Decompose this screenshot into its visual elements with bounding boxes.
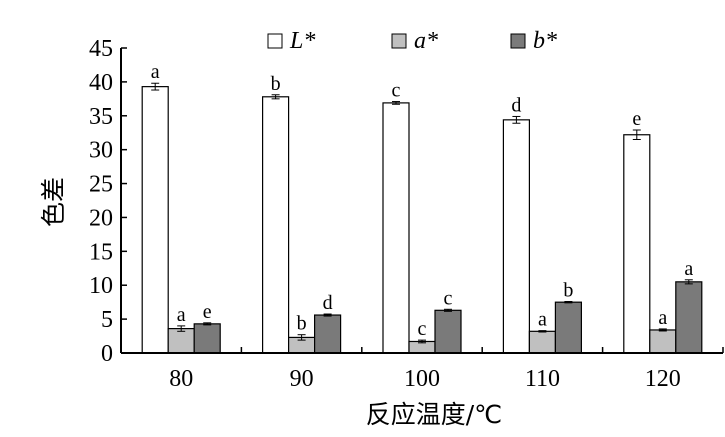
legend-swatch xyxy=(391,33,407,49)
x-tick-label: 110 xyxy=(525,366,560,392)
bar xyxy=(554,301,583,354)
legend-label: a* xyxy=(414,28,438,54)
y-axis-title: 色差 xyxy=(39,177,68,227)
bar xyxy=(649,329,677,354)
bar xyxy=(434,309,462,354)
bar xyxy=(167,328,195,354)
x-tick-label: 120 xyxy=(645,366,681,392)
bar xyxy=(528,330,557,354)
significance-label: b xyxy=(563,279,573,301)
bars-group xyxy=(141,86,703,354)
x-tick-label: 90 xyxy=(290,366,314,392)
y-tick-label: 40 xyxy=(89,70,113,96)
legend-swatch xyxy=(267,33,283,49)
significance-label: e xyxy=(632,108,641,130)
significance-label: a xyxy=(177,304,186,326)
y-tick-label: 0 xyxy=(101,341,113,367)
significance-label: b xyxy=(297,313,307,335)
legend-swatch xyxy=(510,33,526,49)
y-tick-label: 5 xyxy=(101,307,113,333)
legend-label: L* xyxy=(289,28,315,54)
y-tick-label: 15 xyxy=(89,239,113,265)
bar xyxy=(382,102,410,354)
y-tick-label: 30 xyxy=(89,138,113,164)
y-tick-label: 20 xyxy=(89,205,113,231)
bar xyxy=(193,323,221,354)
legend-label: b* xyxy=(533,28,557,54)
bar xyxy=(623,134,651,354)
significance-label: a xyxy=(684,258,693,280)
bar xyxy=(141,86,169,354)
y-tick-label: 10 xyxy=(89,273,113,299)
significance-label: d xyxy=(511,94,521,116)
y-tick-label: 25 xyxy=(89,172,113,198)
significance-label: b xyxy=(271,73,281,95)
x-axis-title: 反应温度/℃ xyxy=(366,400,503,429)
significance-label: d xyxy=(323,292,333,314)
significance-label: a xyxy=(151,61,160,83)
bar xyxy=(314,314,342,354)
bar xyxy=(675,281,703,354)
significance-label: e xyxy=(203,301,212,323)
axes-group: 0 5 10 15 20 25 30 35 40 45 80 90 100 110 120 xyxy=(89,36,724,392)
bar xyxy=(502,119,530,354)
x-tick-label: 100 xyxy=(404,366,440,392)
y-tick-label: 45 xyxy=(89,36,113,62)
significance-label: a xyxy=(658,307,667,329)
significance-label: c xyxy=(418,318,427,340)
significance-label: c xyxy=(392,80,401,102)
bar xyxy=(262,96,290,354)
y-tick-label: 35 xyxy=(89,104,113,130)
error-bars-group xyxy=(151,82,693,344)
legend: L* a* b* xyxy=(267,28,557,54)
significance-label: a xyxy=(538,309,547,331)
significance-label: c xyxy=(444,287,453,309)
x-tick-label: 80 xyxy=(169,366,193,392)
